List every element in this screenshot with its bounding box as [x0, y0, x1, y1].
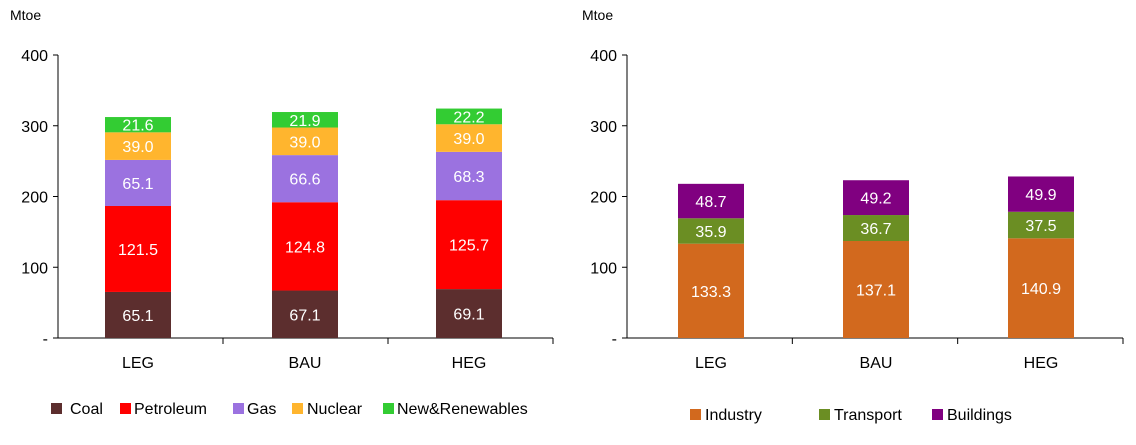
data-label: 39.0	[289, 134, 320, 151]
data-label: 21.6	[122, 118, 153, 135]
data-label: 66.6	[289, 172, 320, 189]
bar-segment-transport	[843, 215, 909, 242]
legend-label: Coal	[70, 401, 103, 418]
bar-segment-industry	[678, 243, 744, 338]
x-tick-label: LEG	[695, 355, 727, 372]
data-label: 49.2	[860, 191, 891, 208]
data-label: 36.7	[860, 221, 891, 238]
data-label: 39.0	[122, 139, 153, 156]
bar-segment-gas	[436, 151, 502, 201]
x-tick-label: HEG	[1024, 355, 1059, 372]
y-tick-label: 300	[590, 119, 617, 136]
y-tick-label: 400	[21, 48, 48, 65]
legend-swatch-new-renewables	[383, 403, 394, 414]
x-tick-label: HEG	[452, 355, 487, 372]
legend-label: Industry	[705, 407, 762, 424]
bar-segment-buildings	[843, 180, 909, 216]
bar-segment-new-renewables	[272, 112, 338, 128]
legend-label: Nuclear	[307, 401, 363, 418]
bar-segment-coal	[272, 290, 338, 338]
legend-label: Transport	[834, 407, 902, 424]
legend-label: Petroleum	[134, 401, 207, 418]
bar-segment-nuclear	[436, 124, 502, 152]
x-tick-label: BAU	[860, 355, 893, 372]
data-label: 22.2	[453, 109, 484, 126]
data-label: 125.7	[449, 238, 489, 255]
y-tick-label: 300	[21, 119, 48, 136]
data-label: 121.5	[118, 242, 158, 259]
unit-label: Mtoe	[582, 7, 613, 23]
bar-segment-nuclear	[105, 132, 171, 160]
bar-segment-nuclear	[272, 127, 338, 156]
bar-segment-gas	[105, 159, 171, 206]
y-tick-label: 200	[590, 190, 617, 207]
legend-swatch-gas	[233, 403, 244, 414]
bar-segment-buildings	[678, 183, 744, 219]
bar-segment-industry	[843, 241, 909, 338]
data-label: 65.1	[122, 308, 153, 325]
legend-swatch-transport	[819, 409, 830, 420]
legend-label: New&Renewables	[397, 401, 528, 418]
bar-segment-petroleum	[272, 202, 338, 291]
data-label: 35.9	[695, 224, 726, 241]
y-tick-label: 100	[590, 260, 617, 277]
bar-segment-petroleum	[105, 205, 171, 292]
data-label: 65.1	[122, 176, 153, 193]
data-label: 67.1	[289, 307, 320, 324]
data-label: 68.3	[453, 169, 484, 186]
bar-segment-industry	[1008, 238, 1074, 338]
data-label: 124.8	[285, 239, 325, 256]
data-label: 137.1	[856, 283, 896, 300]
legend-swatch-coal	[51, 403, 62, 414]
legend-swatch-industry	[690, 409, 701, 420]
bar-segment-new-renewables	[436, 108, 502, 125]
y-tick-label: -	[612, 331, 617, 348]
bar-segment-gas	[272, 155, 338, 203]
data-label: 37.5	[1025, 218, 1056, 235]
data-label: 69.1	[453, 307, 484, 324]
y-tick-label: -	[43, 331, 48, 348]
data-label: 133.3	[691, 284, 731, 301]
data-label: 39.0	[453, 131, 484, 148]
legend-label: Gas	[247, 401, 276, 418]
bar-segment-petroleum	[436, 200, 502, 290]
y-tick-label: 400	[590, 48, 617, 65]
bar-segment-buildings	[1008, 176, 1074, 212]
x-tick-label: LEG	[122, 355, 154, 372]
unit-label: Mtoe	[10, 7, 41, 23]
data-label: 21.9	[289, 113, 320, 130]
bar-segment-new-renewables	[105, 117, 171, 133]
legend-swatch-petroleum	[120, 403, 131, 414]
legend-swatch-nuclear	[292, 403, 303, 414]
x-tick-label: BAU	[289, 355, 322, 372]
bar-segment-transport	[678, 218, 744, 244]
data-label: 49.9	[1025, 187, 1056, 204]
legend-label: Buildings	[947, 407, 1012, 424]
bar-segment-coal	[436, 289, 502, 338]
y-tick-label: 100	[21, 260, 48, 277]
y-tick-label: 200	[21, 190, 48, 207]
legend-swatch-buildings	[932, 409, 943, 420]
data-label: 140.9	[1021, 281, 1061, 298]
data-label: 48.7	[695, 194, 726, 211]
bar-segment-transport	[1008, 211, 1074, 239]
bar-segment-coal	[105, 291, 171, 338]
